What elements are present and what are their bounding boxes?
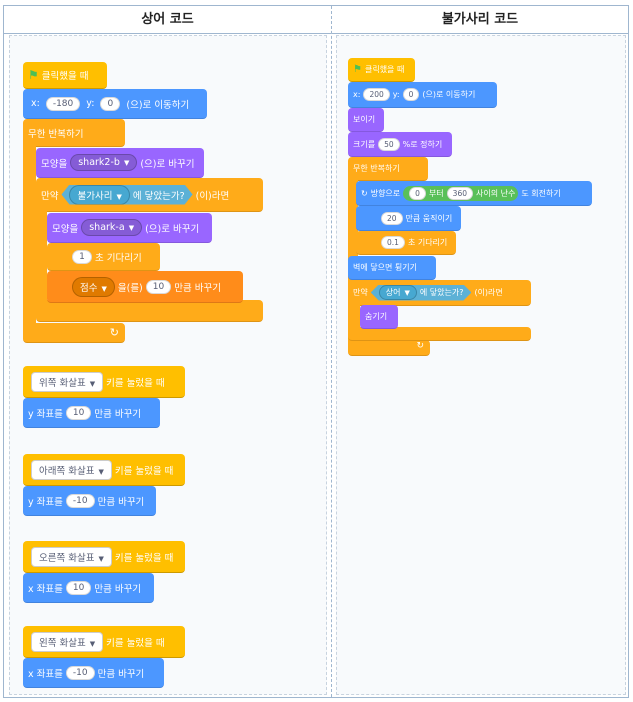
change-variable-block[interactable]: 점수 ▼ 을(를) 10 만큼 바꾸기: [47, 271, 243, 303]
change-y-block-2[interactable]: y 좌표를 -10 만큼 바꾸기: [23, 486, 156, 516]
change-x-input[interactable]: 10: [65, 580, 92, 595]
change-x-block-2[interactable]: x 좌표를 -10 만큼 바꾸기: [23, 658, 164, 688]
random-block[interactable]: 0 부터 360 사이의 난수: [403, 185, 519, 201]
forever-arm: [23, 146, 36, 331]
bounce-block[interactable]: 벽에 닿으면 튕기기: [348, 256, 436, 280]
green-flag-icon: ⚑: [28, 68, 39, 82]
variable-dropdown[interactable]: 점수 ▼: [72, 276, 115, 297]
chevron-down-icon: ▼: [116, 192, 122, 201]
if-block[interactable]: 만약 불가사리 ▼ 에 닿았는가? (이)라면: [36, 178, 263, 212]
code-comparison-table: 상어 코드 불가사리 코드 ⚑ 클릭했을 때 x: -180 y: 0 (으)로…: [3, 5, 629, 698]
green-flag-icon: ⚑: [353, 64, 362, 75]
if-arm: [348, 305, 360, 331]
move-input[interactable]: 20: [381, 211, 403, 225]
costume-dropdown[interactable]: shark2-b ▼: [70, 154, 138, 171]
change-x-input-2[interactable]: -10: [65, 665, 95, 680]
y-input[interactable]: 0: [100, 96, 121, 111]
chevron-down-icon: ▼: [89, 379, 96, 388]
change-amount-input[interactable]: 10: [145, 279, 172, 294]
hide-block[interactable]: 숨기기: [360, 305, 398, 329]
chevron-down-icon: ▼: [101, 284, 107, 293]
touching-condition[interactable]: 상어 ▼ 에 닿았는가?: [371, 285, 472, 301]
key-dropdown-down[interactable]: 아래쪽 화살표 ▼: [31, 459, 112, 480]
chevron-down-icon: ▼: [89, 639, 96, 648]
when-left-key-pressed-block[interactable]: 왼쪽 화살표 ▼ 키를 눌렀을 때: [23, 616, 185, 658]
size-input[interactable]: 50: [378, 137, 400, 151]
when-up-key-pressed-block[interactable]: 위쪽 화살표 ▼ 키를 눌렀을 때: [23, 356, 185, 398]
loop-arrow-icon: ↻: [416, 341, 424, 351]
random-from-input[interactable]: 0: [409, 186, 426, 200]
change-y-input-2[interactable]: -10: [65, 493, 95, 508]
chevron-down-icon: ▼: [404, 289, 410, 297]
x-input[interactable]: 200: [363, 88, 390, 101]
jellyfish-script-area: ⚑ 클릭했을 때 x: 200 y: 0 (으)로 이동하기 보이기 크기를 5…: [336, 35, 626, 695]
touching-dropdown[interactable]: 상어 ▼: [379, 285, 417, 300]
if-arm: [36, 211, 47, 306]
hat-label: 클릭했을 때: [41, 71, 89, 82]
if-footer: [348, 327, 531, 341]
loop-arrow-icon: ↻: [109, 326, 119, 339]
column-divider: [331, 6, 332, 697]
wait-block[interactable]: 0.1 초 기다리기: [356, 231, 456, 255]
jellyfish-code-header: 불가사리 코드: [332, 6, 628, 34]
key-dropdown-up[interactable]: 위쪽 화살표 ▼: [31, 371, 104, 392]
y-input[interactable]: 0: [402, 88, 420, 101]
when-down-key-pressed-block[interactable]: 아래쪽 화살표 ▼ 키를 눌렀을 때: [23, 444, 185, 486]
wait-input[interactable]: 0.1: [381, 236, 405, 249]
when-flag-clicked-block[interactable]: ⚑ 클릭했을 때: [23, 52, 107, 89]
wait-block[interactable]: 1 초 기다리기: [47, 243, 160, 271]
forever-block[interactable]: 무한 반복하기: [348, 157, 428, 181]
chevron-down-icon: ▼: [98, 554, 104, 563]
goto-xy-block[interactable]: x: -180 y: 0 (으)로 이동하기: [23, 89, 207, 119]
chevron-down-icon: ▼: [98, 467, 104, 476]
set-size-block[interactable]: 크기를 50 %로 정하기: [348, 132, 452, 157]
turn-right-icon: ↻: [361, 188, 368, 198]
wait-input[interactable]: 1: [72, 249, 92, 264]
if-footer: [36, 300, 263, 322]
change-y-input[interactable]: 10: [65, 405, 92, 420]
touching-condition[interactable]: 불가사리 ▼ 에 닿았는가?: [61, 185, 192, 205]
key-dropdown-left[interactable]: 왼쪽 화살표 ▼: [31, 631, 104, 652]
when-right-key-pressed-block[interactable]: 오른쪽 화살표 ▼ 키를 눌렀을 때: [23, 531, 185, 573]
forever-block[interactable]: 무한 반복하기: [23, 119, 125, 147]
move-block[interactable]: 20 만큼 움직이기: [356, 206, 461, 231]
costume-dropdown-2[interactable]: shark-a ▼: [81, 219, 143, 236]
change-y-block[interactable]: y 좌표를 10 만큼 바꾸기: [23, 398, 160, 428]
show-block[interactable]: 보이기: [348, 108, 384, 132]
when-flag-clicked-block[interactable]: ⚑ 클릭했을 때: [348, 48, 415, 82]
forever-footer: ↻: [348, 340, 430, 356]
chevron-down-icon: ▼: [128, 224, 135, 232]
switch-costume-block-2[interactable]: 모양을 shark-a ▼ (으)로 바꾸기: [47, 213, 212, 243]
change-x-block[interactable]: x 좌표를 10 만큼 바꾸기: [23, 573, 154, 603]
turn-block[interactable]: ↻ 방향으로 0 부터 360 사이의 난수 도 회전하기: [356, 181, 592, 206]
touching-dropdown[interactable]: 불가사리 ▼: [69, 185, 129, 205]
key-dropdown-right[interactable]: 오른쪽 화살표 ▼: [31, 546, 112, 567]
random-to-input[interactable]: 360: [446, 186, 473, 200]
shark-script-area: ⚑ 클릭했을 때 x: -180 y: 0 (으)로 이동하기 무한 반복하기 …: [9, 35, 327, 695]
switch-costume-block[interactable]: 모양을 shark2-b ▼ (으)로 바꾸기: [36, 148, 204, 178]
if-block[interactable]: 만약 상어 ▼ 에 닿았는가? (이)라면: [348, 280, 531, 306]
chevron-down-icon: ▼: [123, 159, 130, 167]
x-input[interactable]: -180: [45, 96, 81, 111]
forever-footer: ↻: [23, 323, 125, 343]
shark-code-header: 상어 코드: [4, 6, 331, 34]
goto-xy-block[interactable]: x: 200 y: 0 (으)로 이동하기: [348, 82, 497, 108]
